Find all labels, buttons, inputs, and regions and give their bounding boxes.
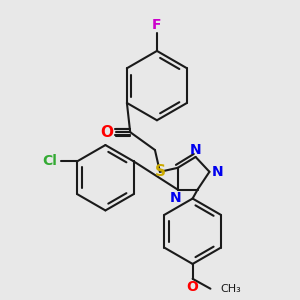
Text: F: F (152, 18, 162, 32)
Text: S: S (154, 164, 165, 179)
Text: N: N (190, 143, 201, 157)
Text: CH₃: CH₃ (220, 284, 241, 294)
Text: O: O (187, 280, 199, 294)
Text: N: N (212, 165, 223, 179)
Text: Cl: Cl (42, 154, 57, 168)
Text: N: N (170, 190, 182, 205)
Text: O: O (100, 125, 113, 140)
